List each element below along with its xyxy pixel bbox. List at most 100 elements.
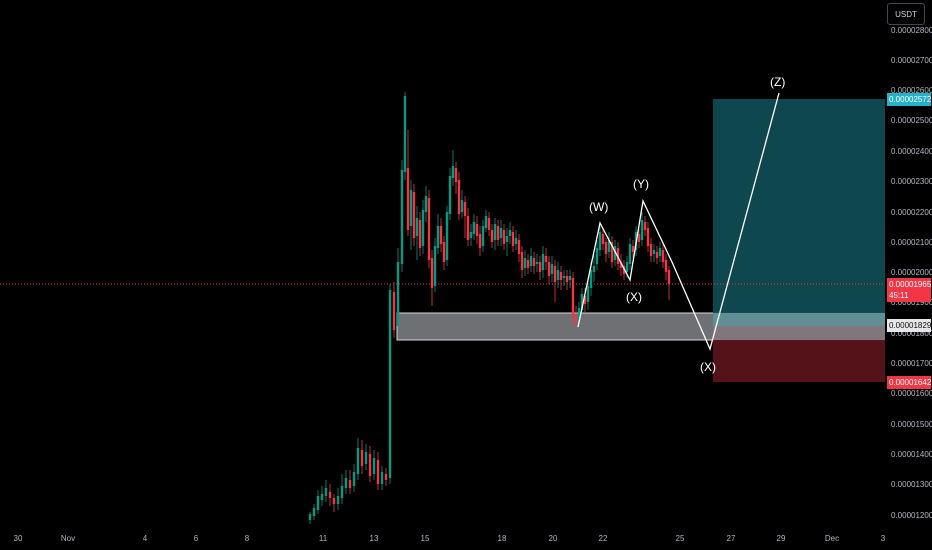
candle-body [499,228,503,238]
candle-body [535,262,539,264]
candle-body [412,192,416,238]
price-tick: 0.00001200 [891,511,932,520]
time-tick: 20 [548,534,558,543]
candle-body [553,266,557,282]
candle-body [451,166,455,178]
price-tick: 0.00002800 [891,26,932,35]
wave-pattern-line[interactable] [577,92,780,351]
candle-body [595,248,599,264]
candle-body [577,308,581,320]
time-tick: Dec [824,534,840,543]
candle-body [655,252,659,258]
candle-body [559,272,563,280]
candle-body [364,452,368,464]
candle-body [517,240,521,254]
price-tick: 0.00001900 [891,298,932,307]
time-tick: 18 [497,534,507,543]
time-axis[interactable]: 30 Nov 4 6 8 11 13 15 18 20 22 25 27 29 … [0,528,886,550]
candle-body [646,228,650,246]
candle-body [604,242,608,254]
price-tick: 0.00002700 [891,56,932,65]
candle-body [532,258,536,266]
time-tick: 8 [244,534,250,543]
candle-body [388,290,392,478]
entry-price-label: 0.00001829 [887,319,932,332]
candle-body [457,180,461,214]
candle-body [427,198,431,260]
candle-body [360,450,364,466]
candle-body [649,244,653,256]
candle-body [336,496,340,504]
candle-body [454,168,458,182]
candle-body [511,232,515,246]
price-chart[interactable]: (W) (X) (Y) (X) (Z) [0,0,885,528]
candle-body [529,256,533,266]
candle-body [472,222,476,234]
candle-body [460,200,464,212]
wave-label-x2: (X) [700,360,716,374]
candle-body [368,454,372,476]
time-tick: 29 [776,534,786,543]
wave-label-z: (Z) [770,75,785,89]
candle-body [637,234,641,242]
price-axis[interactable]: 0.00002800 0.00002700 0.00002600 0.00002… [885,0,932,550]
candle-body [356,448,360,474]
support-zone-overlay [713,313,885,340]
candle-body [466,216,470,240]
time-tick: Nov [60,534,76,543]
candle-body [490,230,494,242]
candle-body [372,458,376,474]
candle-body [550,264,554,274]
candle-body [332,498,336,504]
candle-body [580,294,584,310]
candle-body [622,266,626,274]
candle-body [556,270,560,280]
candle-body [631,246,635,252]
candle-body [376,460,380,484]
candle-body [514,238,518,244]
price-tick: 0.00001600 [891,389,932,398]
candle-body [538,262,542,272]
candle-body [484,216,488,228]
candle-body [589,270,593,288]
candle-body [328,492,332,498]
time-tick: 11 [318,534,328,543]
price-tick: 0.00002100 [891,238,932,247]
candle-body [409,190,413,226]
price-tick: 0.00002400 [891,147,932,156]
candle-body [640,220,644,240]
candle-body [508,230,512,236]
candle-body [643,222,647,230]
candle-body [380,472,384,484]
candle-body [442,242,446,262]
candle-body [571,278,575,316]
currency-button[interactable]: USDT [887,3,925,25]
candle-body [433,246,437,286]
price-tick: 0.00001500 [891,420,932,429]
price-tick: 0.00001800 [891,329,932,338]
time-tick: 22 [598,534,608,543]
candle-body [400,170,404,264]
candle-body [424,196,428,212]
candle-body [403,96,407,172]
time-tick: 4 [142,534,148,543]
candle-body [348,480,352,488]
candle-body [562,276,566,278]
candle-body [469,232,473,238]
candle-body [601,234,605,244]
candle-body [661,250,665,262]
candle-body [324,488,328,496]
candle-body [568,276,572,280]
candle-body [658,248,662,256]
candle-body [340,486,344,498]
candle-body [505,236,509,242]
target-zone[interactable] [713,99,885,326]
candle-body [598,232,602,250]
time-tick: 13 [369,534,379,543]
candle-body [439,226,443,244]
target-price-label: 0.00002572 [887,93,932,106]
price-tick: 0.00002000 [891,268,932,277]
candle-body [316,496,320,510]
wave-label-y: (Y) [633,177,649,191]
price-tick: 0.00002500 [891,116,932,125]
